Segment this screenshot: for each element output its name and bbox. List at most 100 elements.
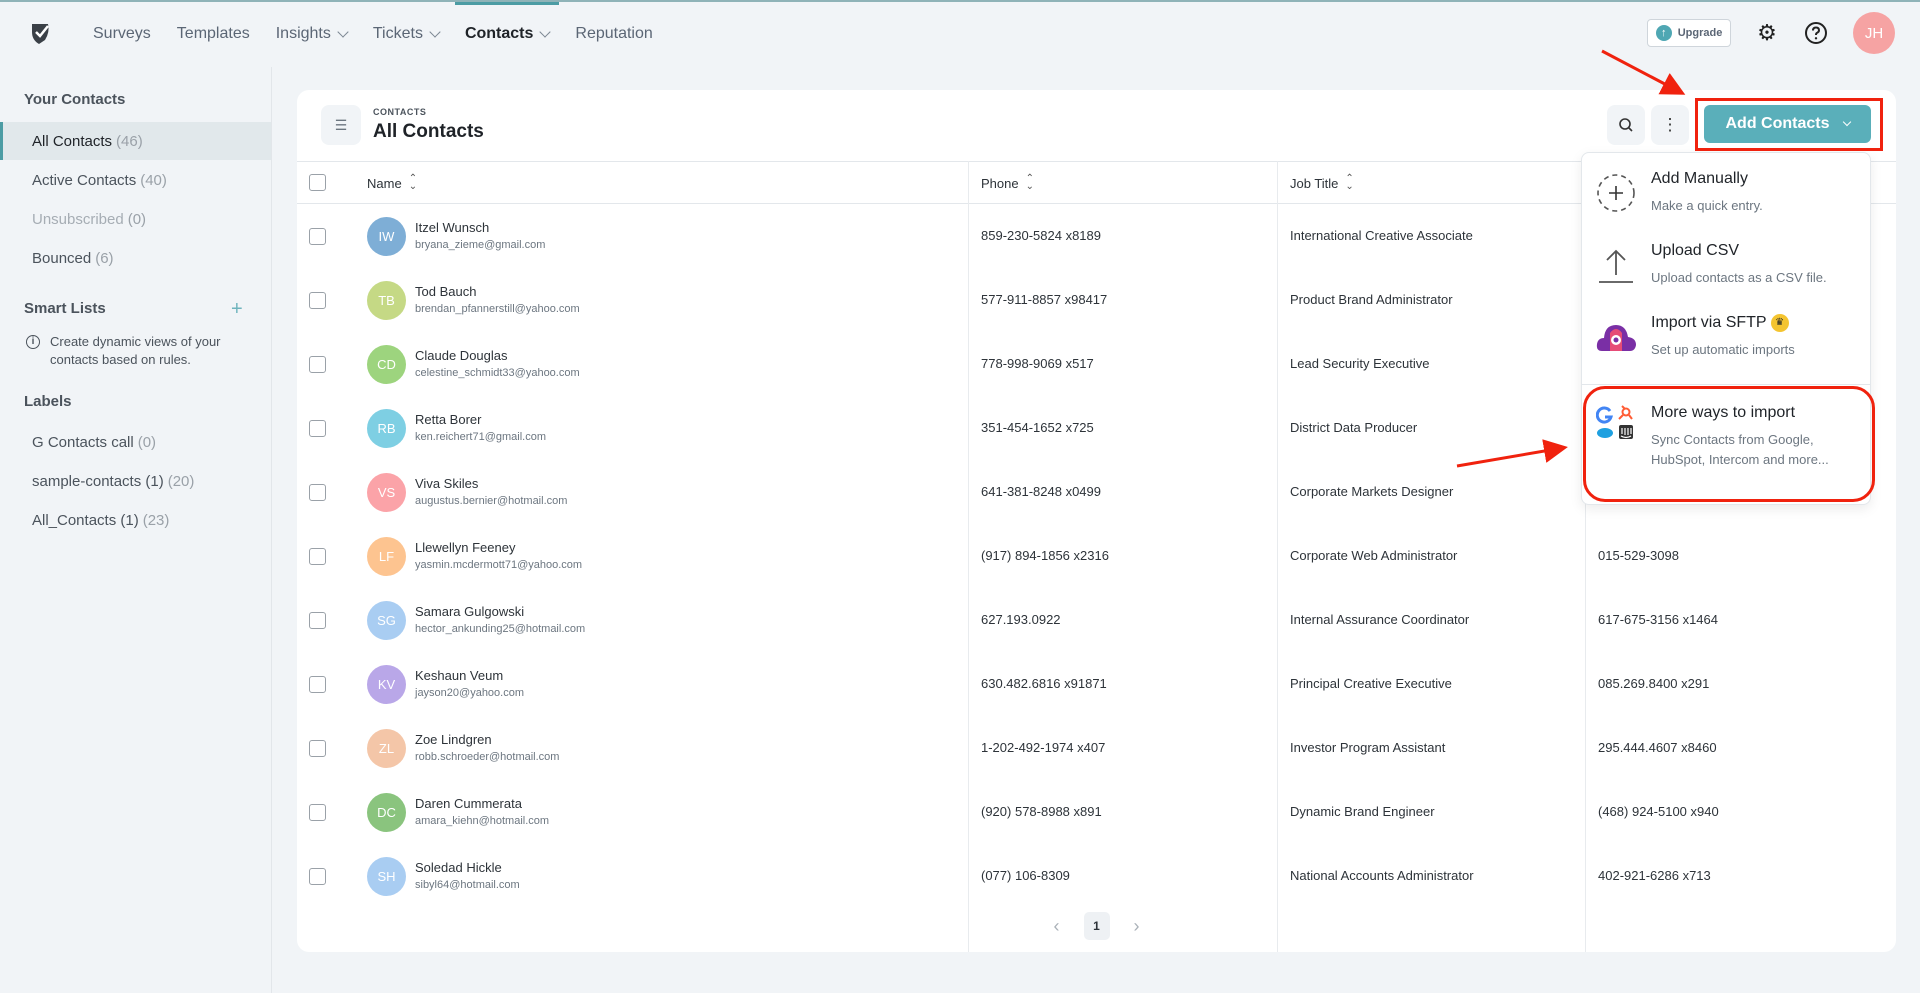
contact-name[interactable]: Samara Gulgowski	[415, 604, 525, 619]
row-checkbox[interactable]	[309, 676, 326, 693]
column-name[interactable]: Name ⌃ ⌄	[367, 162, 417, 204]
contact-name[interactable]: Zoe Lindgren	[415, 732, 492, 747]
upgrade-label: Upgrade	[1677, 27, 1723, 39]
row-checkbox[interactable]	[309, 548, 326, 565]
help-icon[interactable]	[1803, 20, 1829, 46]
sidebar-item[interactable]: All Contacts (46)	[0, 122, 271, 160]
contact-job-title: Internal Assurance Coordinator	[1290, 612, 1470, 627]
contact-avatar: IW	[367, 217, 406, 256]
page-button[interactable]: 1	[1083, 912, 1110, 940]
table-row[interactable]: VS Viva Skiles augustus.bernier@hotmail.…	[297, 460, 1896, 524]
column-divider	[1277, 161, 1278, 952]
table-row[interactable]: RB Retta Borer ken.reichert71@gmail.com …	[297, 396, 1896, 460]
sidebar-item[interactable]: G Contacts call (0)	[0, 423, 271, 461]
table-row[interactable]: ZL Zoe Lindgren robb.schroeder@hotmail.c…	[297, 716, 1896, 780]
contact-email: ken.reichert71@gmail.com	[415, 431, 546, 443]
nav-label: Reputation	[575, 24, 653, 42]
menu-item-add-manually[interactable]: Add Manually Make a quick entry.	[1582, 163, 1870, 235]
more-options-icon[interactable]: ⋮	[1651, 105, 1689, 145]
menu-item-more-ways-to-import[interactable]: More ways to import Sync Contacts from G…	[1582, 397, 1870, 487]
sidebar-item[interactable]: Bounced (6)	[0, 239, 271, 277]
contact-name[interactable]: Viva Skiles	[415, 476, 479, 491]
sidebar-item-label: sample-contacts (1)	[32, 472, 164, 490]
top-nav: Surveys Templates Insights Tickets Contacts R…	[0, 0, 1920, 67]
contact-phone: 778-998-9069 x517	[981, 356, 1094, 371]
contact-name[interactable]: Soledad Hickle	[415, 860, 502, 875]
menu-divider	[1582, 384, 1870, 385]
contact-name[interactable]: Tod Bauch	[415, 284, 477, 299]
table-row[interactable]: DC Daren Cummerata amara_kiehn@hotmail.c…	[297, 780, 1896, 844]
contact-name[interactable]: Retta Borer	[415, 412, 482, 427]
table-row[interactable]: KV Keshaun Veum jayson20@yahoo.com 630.4…	[297, 652, 1896, 716]
sidebar-item[interactable]: All_Contacts (1) (23)	[0, 501, 271, 539]
row-checkbox[interactable]	[309, 228, 326, 245]
menu-item-subtitle: Upload contacts as a CSV file.	[1651, 270, 1827, 285]
menu-item-upload-csv[interactable]: Upload CSV Upload contacts as a CSV file…	[1582, 235, 1870, 307]
sidebar-item[interactable]: Unsubscribed (0)	[0, 200, 271, 238]
nav-label: Tickets	[372, 24, 423, 42]
contact-name[interactable]: Claude Douglas	[415, 348, 508, 363]
sort-icon: ⌃ ⌄	[1345, 173, 1354, 192]
sidebar-item[interactable]: Active Contacts (40)	[0, 161, 271, 199]
sidebar-item[interactable]: sample-contacts (1) (20)	[0, 462, 271, 500]
menu-item-title-text: Import via SFTP	[1651, 314, 1767, 332]
nav-reputation[interactable]: Reputation	[575, 0, 652, 67]
row-checkbox[interactable]	[309, 484, 326, 501]
row-checkbox[interactable]	[309, 868, 326, 885]
contact-name[interactable]: Keshaun Veum	[415, 668, 504, 683]
sidebar-item-count: (46)	[116, 132, 143, 150]
breadcrumb: CONTACTS	[373, 107, 427, 117]
contact-avatar: SG	[367, 601, 406, 640]
contact-phone: 859-230-5824 x8189	[981, 228, 1101, 243]
nav-label: Insights	[275, 24, 331, 42]
sidebar-item-label: All Contacts	[32, 132, 113, 150]
contact-job-title: Principal Creative Executive	[1290, 676, 1452, 691]
contact-job-title: Corporate Web Administrator	[1290, 548, 1458, 563]
row-checkbox[interactable]	[309, 420, 326, 437]
upgrade-button[interactable]: ↑ Upgrade	[1647, 19, 1731, 47]
prev-page-chevron-icon[interactable]: ‹	[1053, 915, 1060, 936]
column-phone[interactable]: Phone ⌃ ⌄	[981, 162, 1034, 204]
table-row[interactable]: IW Itzel Wunsch bryana_zieme@gmail.com 8…	[297, 204, 1896, 268]
contact-name[interactable]: Daren Cummerata	[415, 796, 522, 811]
contact-email: brendan_pfannerstill@yahoo.com	[415, 303, 580, 315]
contact-name[interactable]: Itzel Wunsch	[415, 220, 490, 235]
upload-icon	[1599, 249, 1633, 283]
app-logo-icon[interactable]	[28, 20, 54, 46]
table-row[interactable]: SG Samara Gulgowski hector_ankunding25@h…	[297, 588, 1896, 652]
row-checkbox[interactable]	[309, 292, 326, 309]
user-avatar[interactable]: JH	[1853, 12, 1895, 54]
table-row[interactable]: SH Soledad Hickle sibyl64@hotmail.com (0…	[297, 844, 1896, 908]
nav-templates[interactable]: Templates	[177, 0, 250, 67]
contact-email: jayson20@yahoo.com	[415, 687, 525, 699]
next-page-chevron-icon[interactable]: ›	[1133, 915, 1140, 936]
table-row[interactable]: LF Llewellyn Feeney yasmin.mcdermott71@y…	[297, 524, 1896, 588]
contact-job-title: Product Brand Administrator	[1290, 292, 1453, 307]
table-row[interactable]: CD Claude Douglas celestine_schmidt33@ya…	[297, 332, 1896, 396]
nav-insights[interactable]: Insights	[275, 0, 349, 67]
contact-name[interactable]: Llewellyn Feeney	[415, 540, 516, 555]
smart-lists-info-text: Create dynamic views of your contacts ba…	[50, 334, 221, 367]
contact-phone: 630.482.6816 x91871	[981, 676, 1107, 691]
nav-tickets[interactable]: Tickets	[372, 0, 441, 67]
menu-item-import-sftp[interactable]: Import via SFTP ♛ Set up automatic import…	[1582, 307, 1870, 379]
table-row[interactable]: TB Tod Bauch brendan_pfannerstill@yahoo.…	[297, 268, 1896, 332]
column-job-title[interactable]: Job Title ⌃ ⌄	[1290, 162, 1354, 204]
contact-job-title: National Accounts Administrator	[1290, 868, 1474, 883]
sidebar-item-count: (6)	[95, 249, 114, 267]
toggle-sidebar-icon[interactable]: ☰	[321, 105, 361, 145]
search-icon[interactable]	[1607, 105, 1645, 145]
row-checkbox[interactable]	[309, 612, 326, 629]
sidebar-item-label: All_Contacts (1)	[32, 511, 139, 529]
add-smart-list-plus-icon[interactable]: +	[231, 298, 243, 320]
row-checkbox[interactable]	[309, 356, 326, 373]
page-title: All Contacts	[373, 121, 484, 142]
nav-surveys[interactable]: Surveys	[93, 0, 151, 67]
row-checkbox[interactable]	[309, 740, 326, 757]
nav-contacts[interactable]: Contacts	[454, 0, 560, 67]
add-contacts-button[interactable]: Add Contacts	[1704, 105, 1871, 143]
settings-gear-icon[interactable]: ⚙	[1757, 20, 1777, 45]
select-all-checkbox[interactable]	[309, 174, 326, 191]
contact-phone: (077) 106-8309	[981, 868, 1070, 883]
row-checkbox[interactable]	[309, 804, 326, 821]
